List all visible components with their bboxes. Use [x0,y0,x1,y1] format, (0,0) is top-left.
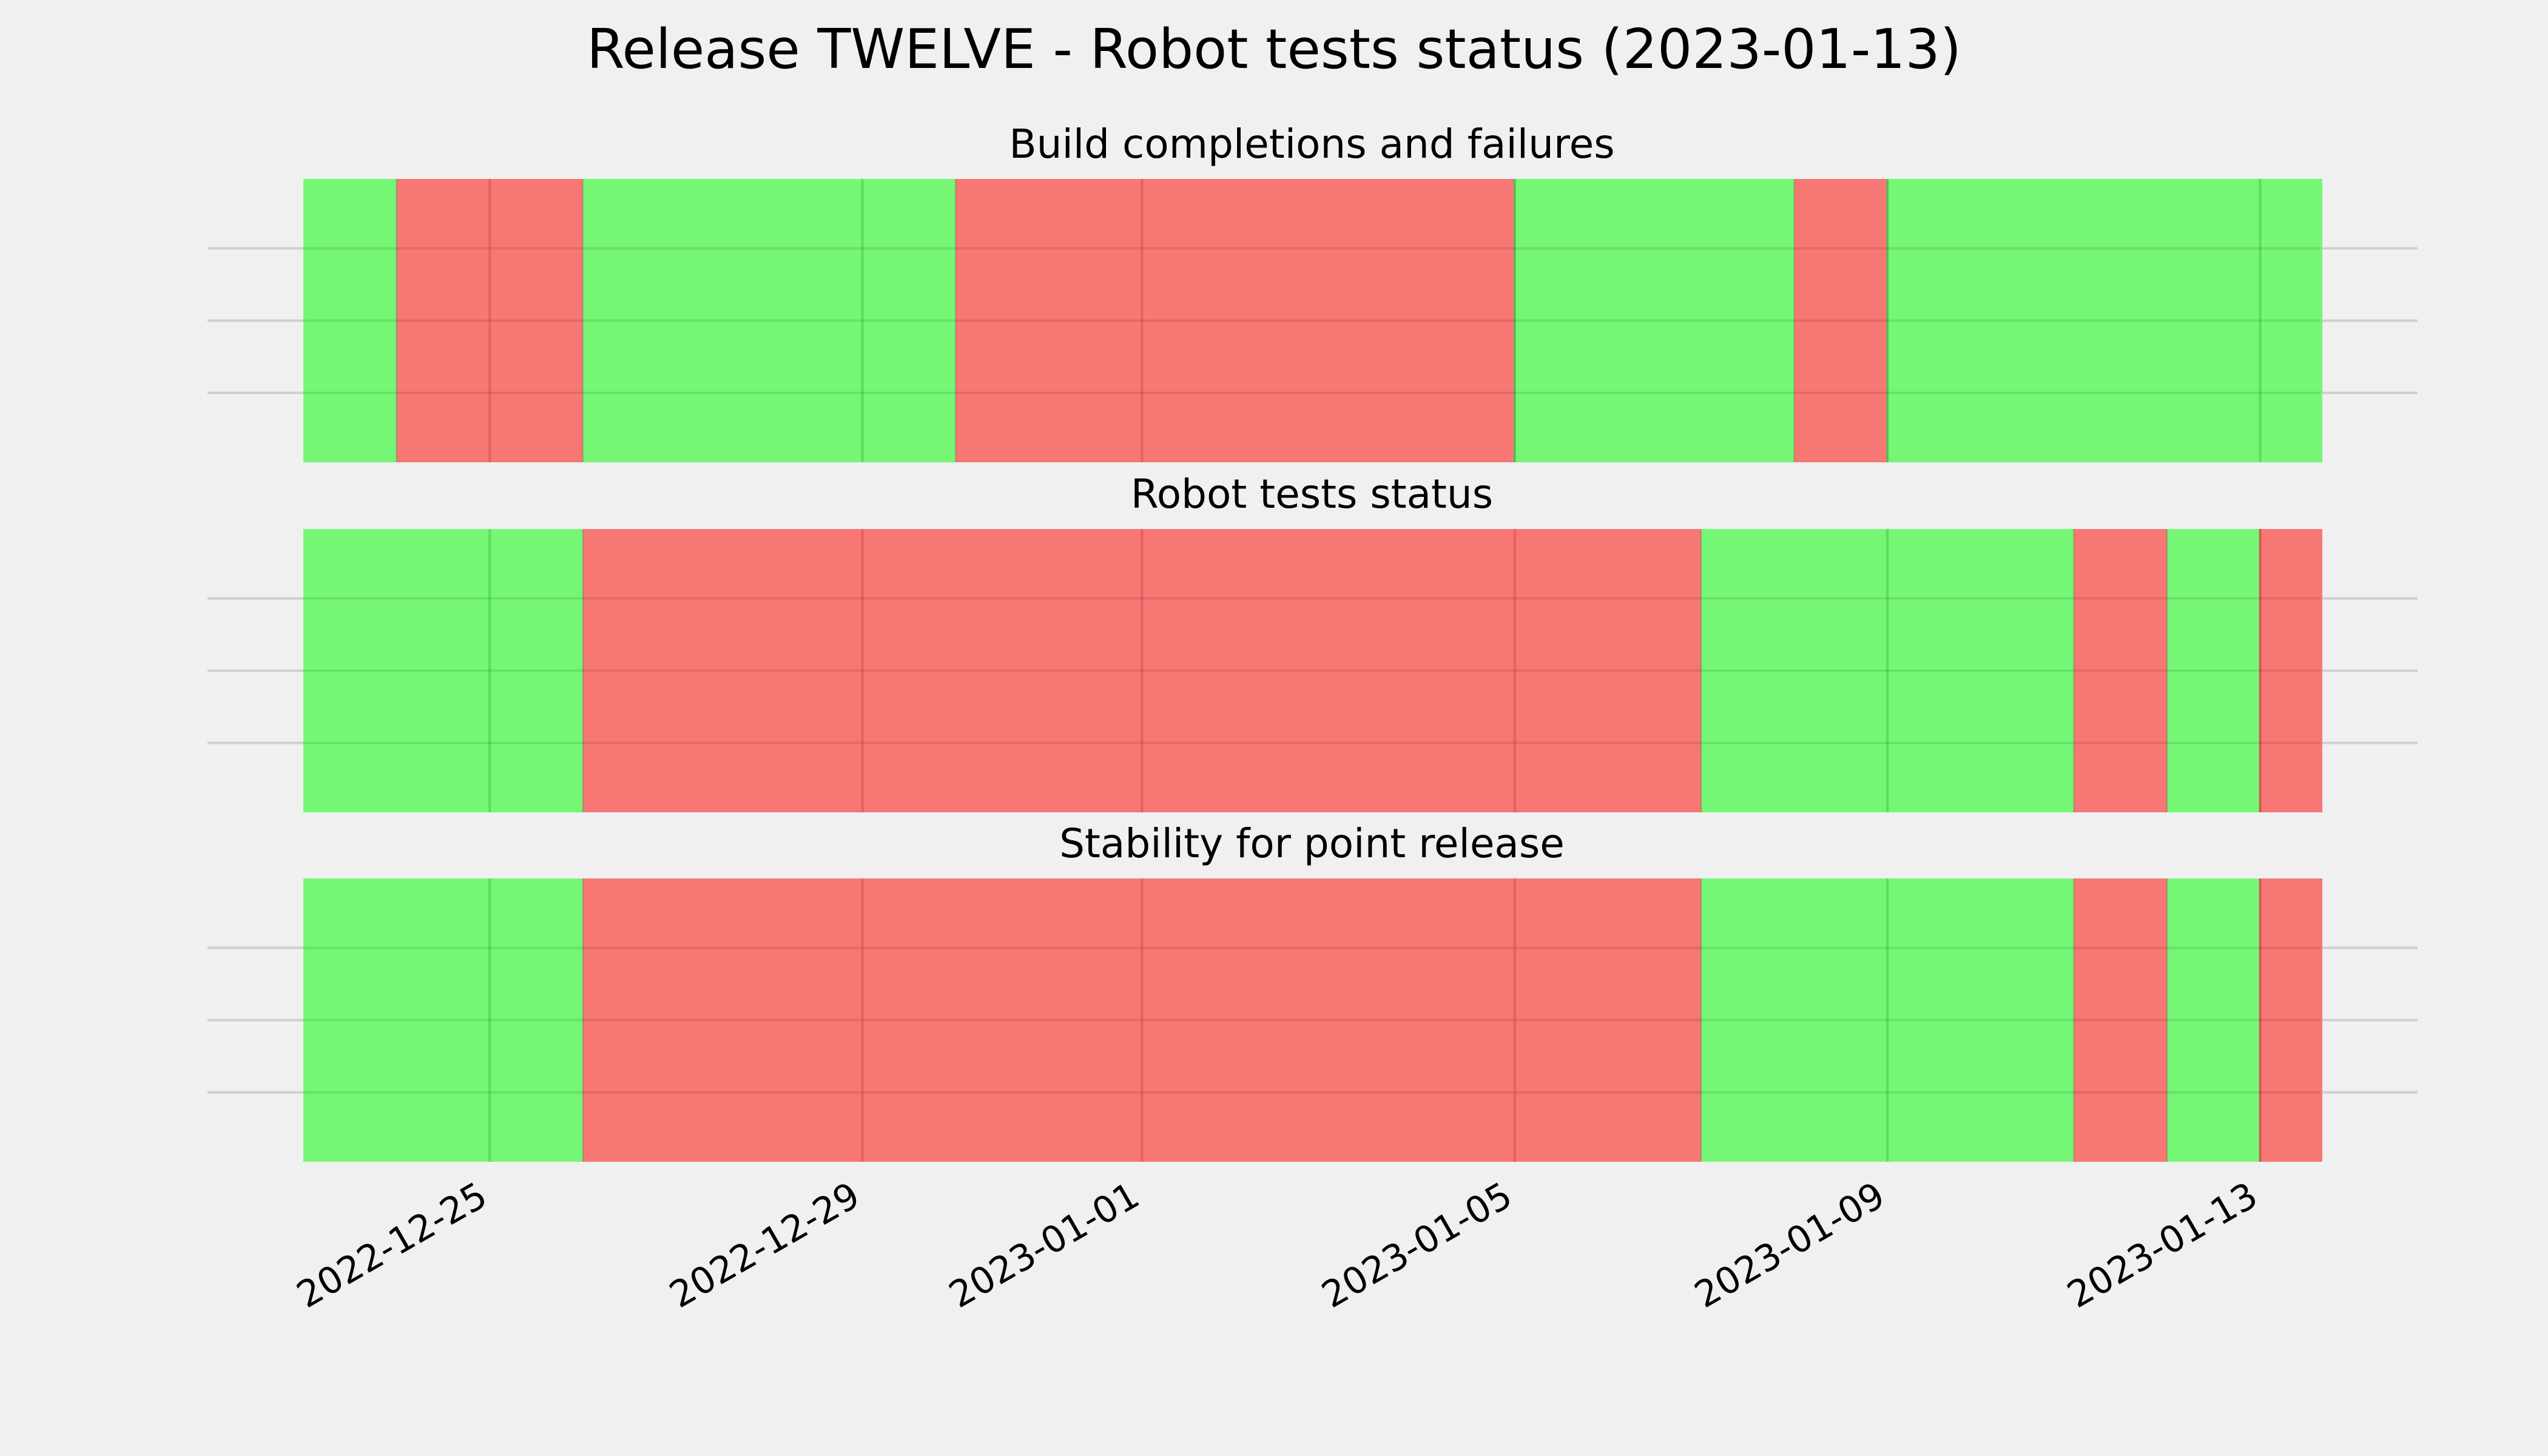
panel-title: Robot tests status [1131,471,1493,517]
x-tick-label: 2022-12-25 [290,1174,494,1316]
x-tick-label: 2022-12-29 [662,1174,867,1316]
panel-3: Stability for point release [207,820,2418,1162]
status-segment-pass [1514,179,1795,462]
status-segment-pass [2167,529,2260,812]
status-segment-fail [2260,878,2322,1162]
status-segment-pass [303,529,583,812]
x-tick-label: 2023-01-13 [2060,1174,2265,1316]
status-segment-pass [303,179,397,462]
x-tick-label: 2023-01-09 [1688,1174,1892,1316]
status-segment-fail [2074,529,2167,812]
x-axis-ticks: 2022-12-25 2022-12-29 2023-01-01 2023-01-05… [290,1174,2265,1316]
x-tick-label: 2023-01-01 [942,1174,1147,1316]
panel-title: Build completions and failures [1009,121,1614,167]
panel-title: Stability for point release [1059,820,1565,867]
status-segment-pass [1887,179,2322,462]
panels-group: Build completions and failures Robot test… [207,121,2418,1162]
status-segment-fail [1794,179,1888,462]
x-tick-label: 2023-01-05 [1315,1174,1519,1316]
status-segment-pass [303,878,583,1162]
status-segment-pass [582,179,956,462]
panel-2: Robot tests status [207,471,2418,812]
status-segment-pass [2167,878,2260,1162]
status-segment-fail [956,179,1515,462]
panel-1: Build completions and failures [207,121,2418,462]
figure-title: Release TWELVE - Robot tests status (202… [587,18,1961,81]
status-segment-fail [2260,529,2322,812]
status-segment-fail [2074,878,2167,1162]
